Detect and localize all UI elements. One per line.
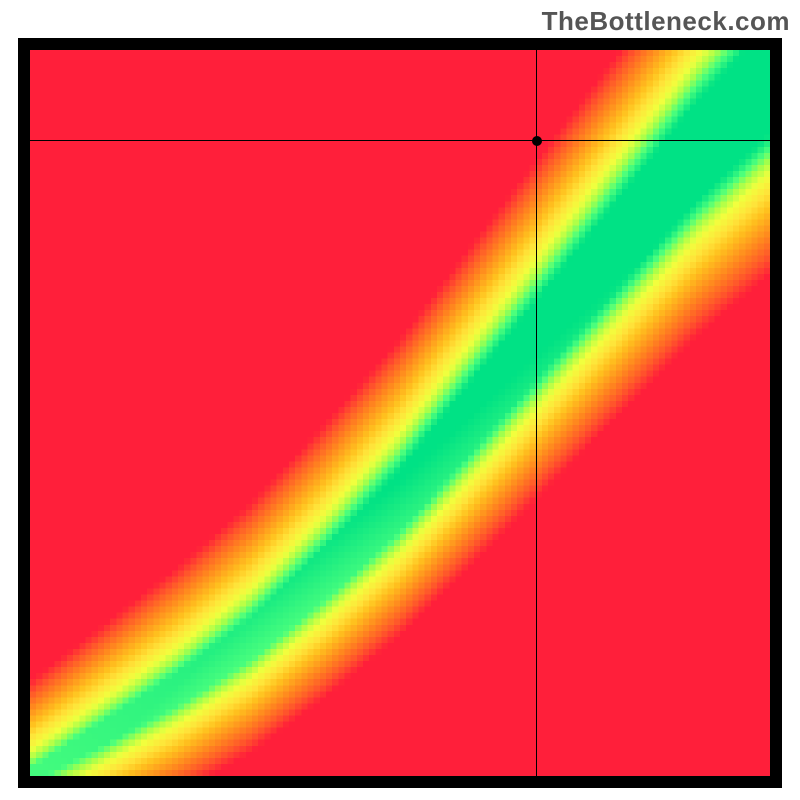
crosshair-marker xyxy=(532,136,542,146)
crosshair-vertical xyxy=(536,50,537,776)
chart-frame xyxy=(18,38,782,788)
heatmap-plot-area xyxy=(30,50,770,776)
heatmap-canvas xyxy=(30,50,770,776)
crosshair-horizontal xyxy=(30,140,770,141)
watermark-text: TheBottleneck.com xyxy=(542,6,790,37)
